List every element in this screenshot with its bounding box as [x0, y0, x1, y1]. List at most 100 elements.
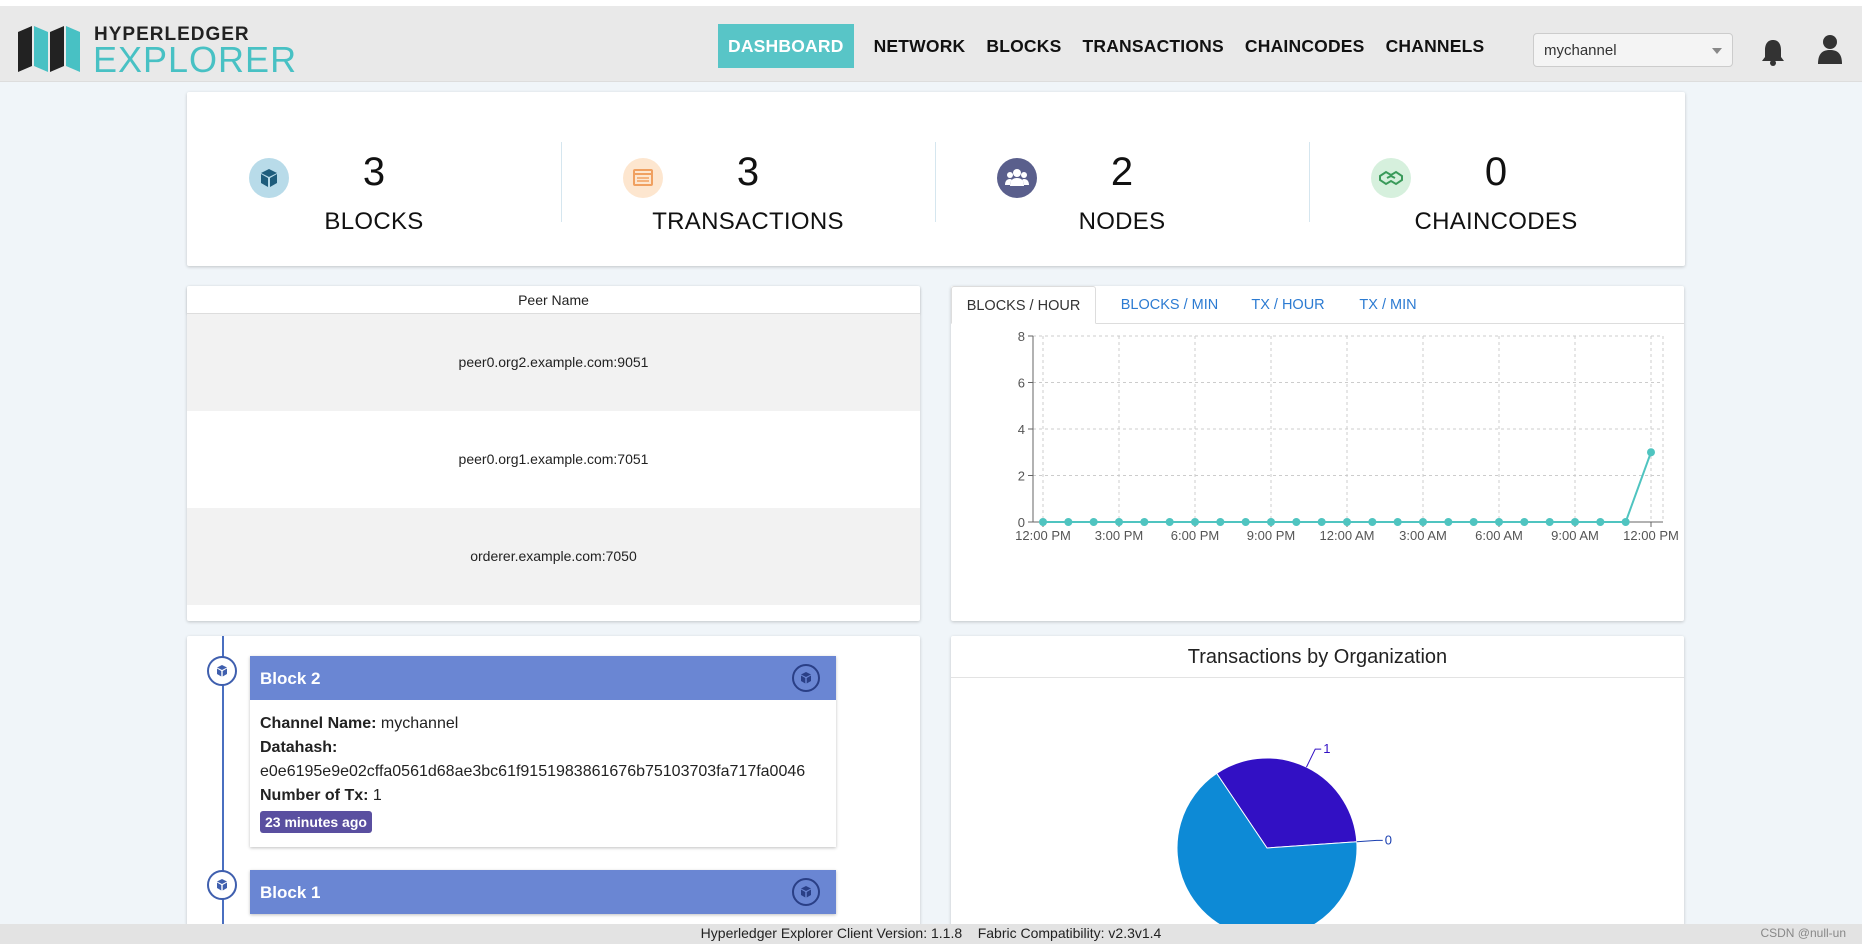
chart-tabs: BLOCKS / HOUR BLOCKS / MIN TX / HOUR TX …: [951, 286, 1684, 324]
nav-blocks[interactable]: BLOCKS: [986, 36, 1062, 56]
datahash-label: Datahash:: [260, 739, 338, 756]
peer-name: peer0.org1.example.com:7051: [458, 451, 649, 467]
block-card-header: Block 1: [250, 870, 836, 914]
logo-text-top: HYPERLEDGER: [94, 24, 250, 45]
stat-transactions: 3 TRANSACTIONS: [561, 92, 935, 266]
top-strip: [0, 0, 1862, 6]
main-nav: DASHBOARD NETWORK BLOCKS TRANSACTIONS CH…: [718, 24, 1494, 68]
cube-icon[interactable]: [792, 878, 820, 906]
tab-blocks-min[interactable]: BLOCKS / MIN: [1120, 297, 1219, 313]
cube-icon[interactable]: [792, 664, 820, 692]
pie-leader-line: [1356, 839, 1383, 843]
pie-label: 0: [1385, 832, 1392, 847]
data-point: [1317, 518, 1326, 526]
data-point: [1621, 518, 1630, 526]
list-icon: [623, 158, 663, 198]
header: HYPERLEDGER EXPLORER DASHBOARD NETWORK B…: [0, 6, 1862, 82]
blocks-per-hour-chart: 0 2 4 6 8 12:00 PM 3:00 PM 6:00 PM 9:00 PM 12:00 …: [1015, 329, 1679, 543]
timeline-line: [222, 636, 224, 926]
table-row: peer0.org1.example.com:7051: [187, 411, 920, 508]
nav-network[interactable]: NETWORK: [873, 36, 966, 56]
channel-name-value: mychannel: [380, 715, 459, 732]
stat-nodes-value: 2: [1110, 150, 1134, 194]
block-card[interactable]: Block 1: [250, 870, 836, 914]
x-tick-label: 6:00 PM: [1171, 528, 1219, 543]
cube-icon: [207, 870, 237, 900]
users-icon: [997, 158, 1037, 198]
y-tick-label: 6: [1018, 376, 1025, 391]
data-point: [1089, 518, 1098, 526]
divider: [561, 142, 562, 222]
user-icon[interactable]: [1818, 34, 1842, 64]
stat-chaincodes-label: CHAINCODES: [1414, 208, 1578, 235]
stat-transactions-value: 3: [736, 150, 760, 194]
datahash-value: e0e6195e9e02cffa0561d68ae3bc61f915198386…: [260, 763, 806, 780]
channel-select[interactable]: mychannel: [1533, 33, 1733, 67]
block-title: Block 2: [260, 669, 321, 688]
data-point: [1647, 448, 1655, 457]
footer-text: Hyperledger Explorer Client Version: 1.1…: [700, 925, 1162, 941]
x-tick-label: 9:00 PM: [1247, 528, 1295, 543]
nav-chaincodes[interactable]: CHAINCODES: [1244, 36, 1365, 56]
pie-label: 1: [1323, 741, 1330, 756]
x-tick-label: 6:00 AM: [1475, 528, 1523, 543]
tab-tx-min[interactable]: TX / MIN: [1359, 297, 1417, 313]
nav-channels[interactable]: CHANNELS: [1385, 36, 1485, 56]
x-tick-label: 3:00 AM: [1399, 528, 1447, 543]
stats-card: 3 BLOCKS 3 TRANSACTIONS 2 NODES 0 CHAINC…: [187, 92, 1685, 266]
stat-blocks: 3 BLOCKS: [187, 92, 561, 266]
peer-table: Peer Name peer0.org2.example.com:9051 pe…: [187, 286, 920, 621]
x-tick-label: 12:00 AM: [1320, 528, 1375, 543]
stat-transactions-label: TRANSACTIONS: [652, 208, 844, 235]
nav-transactions[interactable]: TRANSACTIONS: [1082, 36, 1224, 56]
x-tick-label: 12:00 PM: [1015, 528, 1071, 543]
data-point: [1241, 518, 1250, 526]
data-point: [1064, 518, 1073, 526]
logo-text-bottom: EXPLORER: [93, 39, 298, 80]
data-point: [1165, 518, 1174, 526]
data-point: [1292, 518, 1301, 526]
stat-blocks-label: BLOCKS: [324, 208, 424, 235]
x-tick-label: 3:00 PM: [1095, 528, 1143, 543]
y-tick-label: 0: [1018, 515, 1025, 530]
data-point: [1545, 518, 1554, 526]
table-row: peer0.org2.example.com:9051: [187, 314, 920, 411]
data-point: [1039, 518, 1047, 526]
data-point: [1469, 518, 1478, 526]
watermark: CSDN @null-un: [1760, 926, 1846, 940]
pie-title: Transactions by Organization: [951, 636, 1684, 678]
stat-blocks-value: 3: [362, 150, 386, 194]
transactions-by-org-card: Transactions by Organization 102: [951, 636, 1684, 926]
stat-chaincodes: 0 CHAINCODES: [1309, 92, 1683, 266]
chevron-down-icon: [1712, 48, 1722, 54]
data-point: [1571, 518, 1579, 526]
y-tick-label: 8: [1018, 329, 1025, 344]
stat-nodes: 2 NODES: [935, 92, 1309, 266]
data-point: [1444, 518, 1453, 526]
tab-tx-hour[interactable]: TX / HOUR: [1251, 297, 1325, 313]
cube-icon: [249, 158, 289, 198]
logo[interactable]: HYPERLEDGER EXPLORER: [18, 20, 296, 78]
data-point: [1520, 518, 1529, 526]
channel-name-label: Channel Name:: [260, 715, 377, 732]
handshake-icon: [1371, 158, 1411, 198]
block-card-body: Channel Name: mychannel Datahash: e0e619…: [250, 700, 836, 847]
data-point: [1596, 518, 1605, 526]
stat-nodes-label: NODES: [1078, 208, 1166, 235]
x-tick-label: 12:00 PM: [1623, 528, 1679, 543]
tab-blocks-hour[interactable]: BLOCKS / HOUR: [951, 286, 1096, 324]
chart-card: BLOCKS / HOUR BLOCKS / MIN TX / HOUR TX …: [951, 286, 1684, 621]
block-timeline: Block 2 Channel Name: mychannel Datahash…: [187, 636, 920, 926]
explorer-logo-icon: [18, 26, 80, 72]
data-point: [1191, 518, 1199, 526]
nav-dashboard[interactable]: DASHBOARD: [718, 24, 854, 68]
channel-select-value: mychannel: [1544, 42, 1617, 59]
peer-table-header[interactable]: Peer Name: [187, 286, 920, 314]
footer: Hyperledger Explorer Client Version: 1.1…: [0, 924, 1862, 944]
data-point: [1368, 518, 1377, 526]
tx-count-value: 1: [372, 787, 382, 804]
data-point: [1495, 518, 1503, 526]
bell-icon[interactable]: [1760, 38, 1786, 66]
peer-name: peer0.org2.example.com:9051: [458, 354, 649, 370]
block-card[interactable]: Block 2 Channel Name: mychannel Datahash…: [250, 656, 836, 847]
